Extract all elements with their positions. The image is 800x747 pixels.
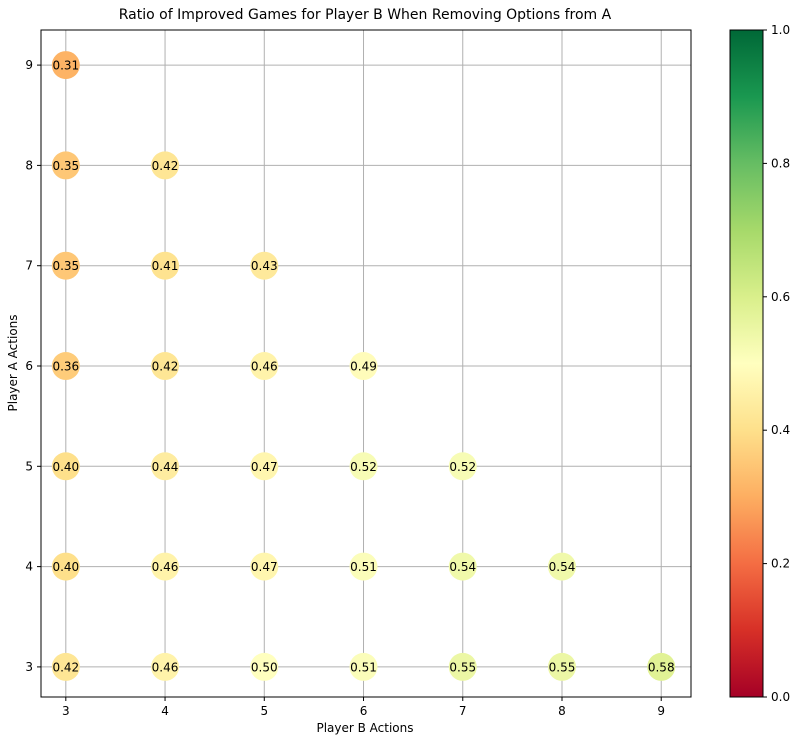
data-point [349, 652, 378, 681]
data-point [151, 452, 180, 481]
colorbar-tick-label: 0.6 [771, 290, 790, 304]
x-tick-label: 6 [360, 704, 368, 718]
data-point-label: 0.46 [152, 660, 179, 674]
data-point-label: 0.55 [449, 660, 476, 674]
data-point-label: 0.51 [350, 660, 377, 674]
data-point [250, 251, 279, 280]
data-point [250, 652, 279, 681]
colorbar-tick-label: 0.0 [771, 690, 790, 704]
data-point-label: 0.42 [52, 660, 79, 674]
y-tick-label: 7 [25, 259, 33, 273]
data-point-label: 0.42 [152, 159, 179, 173]
x-axis-ticks: 3 4 5 6 7 8 9 [62, 697, 665, 718]
data-point-label: 0.47 [251, 460, 278, 474]
data-point-label: 0.41 [152, 259, 179, 273]
data-point [448, 452, 477, 481]
y-axis-label: Player A Actions [6, 314, 20, 411]
data-point [448, 552, 477, 581]
x-tick-label: 7 [459, 704, 467, 718]
data-point [151, 151, 180, 180]
data-point-label: 0.49 [350, 360, 377, 374]
colorbar-ticks: 0.0 0.2 0.4 0.6 0.8 1.0 [763, 23, 790, 704]
x-tick-label: 9 [657, 704, 665, 718]
chart-title: Ratio of Improved Games for Player B Whe… [119, 7, 612, 23]
data-point [547, 652, 576, 681]
data-point-label: 0.42 [152, 360, 179, 374]
data-point-label: 0.35 [52, 259, 79, 273]
y-axis-ticks: 3 4 5 6 7 8 9 [25, 58, 41, 674]
data-point-label: 0.47 [251, 560, 278, 574]
data-point-label: 0.46 [152, 560, 179, 574]
data-point [547, 552, 576, 581]
y-tick-label: 5 [25, 459, 33, 473]
data-point [51, 251, 80, 280]
data-point [250, 552, 279, 581]
grid-lines [41, 30, 691, 697]
data-point-label: 0.55 [549, 660, 576, 674]
x-tick-label: 8 [558, 704, 566, 718]
colorbar-tick-label: 0.2 [771, 557, 790, 571]
data-point-label: 0.50 [251, 660, 278, 674]
colorbar-tick-label: 1.0 [771, 23, 790, 37]
data-point [51, 151, 80, 180]
data-point-label: 0.43 [251, 259, 278, 273]
data-point [151, 652, 180, 681]
data-point [51, 352, 80, 381]
data-point-label: 0.44 [152, 460, 179, 474]
data-point-label: 0.40 [52, 560, 79, 574]
x-tick-label: 3 [62, 704, 70, 718]
data-point-label: 0.35 [52, 159, 79, 173]
data-point-label: 0.46 [251, 360, 278, 374]
data-point [151, 352, 180, 381]
data-point [647, 652, 676, 681]
data-point-label: 0.51 [350, 560, 377, 574]
data-point [250, 352, 279, 381]
data-point [51, 652, 80, 681]
data-point [151, 251, 180, 280]
data-points: 0.31 0.35 0.42 0.35 0.41 0.43 0.36 0.42 0.46 0.49… [51, 51, 676, 681]
data-point-label: 0.36 [52, 360, 79, 374]
data-point-label: 0.58 [648, 660, 675, 674]
data-point [51, 452, 80, 481]
data-point-label: 0.40 [52, 460, 79, 474]
y-tick-label: 4 [25, 560, 33, 574]
data-point [349, 452, 378, 481]
y-tick-label: 8 [25, 158, 33, 172]
y-tick-label: 3 [25, 660, 33, 674]
x-tick-label: 4 [161, 704, 169, 718]
data-point [51, 51, 80, 80]
data-point-label: 0.52 [350, 460, 377, 474]
x-tick-label: 5 [260, 704, 268, 718]
data-point-label: 0.54 [549, 560, 576, 574]
y-tick-label: 9 [25, 58, 33, 72]
data-point [151, 552, 180, 581]
colorbar [729, 29, 764, 698]
colorbar-tick-label: 0.8 [771, 156, 790, 170]
plot-frame [40, 29, 692, 698]
data-point [349, 352, 378, 381]
data-point-label: 0.54 [449, 560, 476, 574]
y-tick-label: 6 [25, 359, 33, 373]
data-point [448, 652, 477, 681]
data-point [51, 552, 80, 581]
colorbar-tick-label: 0.4 [771, 423, 790, 437]
data-point-label: 0.52 [449, 460, 476, 474]
data-point [250, 452, 279, 481]
data-point [349, 552, 378, 581]
x-axis-label: Player B Actions [316, 721, 413, 735]
data-point-label: 0.31 [52, 59, 79, 73]
